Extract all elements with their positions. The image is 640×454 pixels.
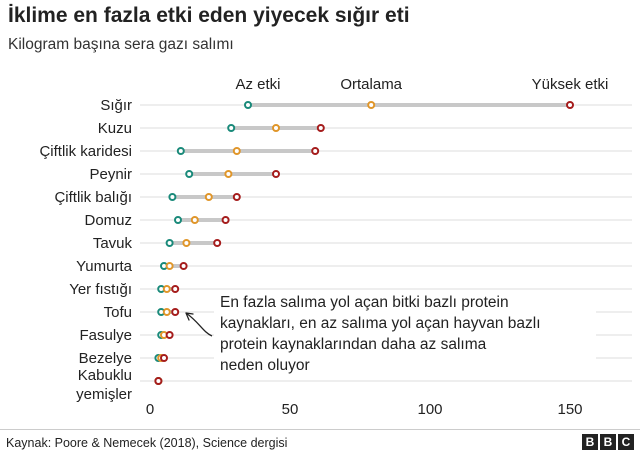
annotation-text: kaynakları, en az salıma yol açan hayvan… <box>220 315 541 332</box>
category-label-line: Kabuklu <box>78 367 132 384</box>
bbc-logo: B B C <box>582 434 634 450</box>
high-dot <box>311 147 320 155</box>
high-dot <box>154 377 163 385</box>
category-label-line: yemişler <box>76 386 132 403</box>
high-dot <box>171 308 180 316</box>
category-label: Yer fıstığı <box>69 281 132 298</box>
category-label-line: Yer fıstığı <box>69 281 132 298</box>
low-dot <box>227 124 236 132</box>
category-label: Çiftlik karidesi <box>39 143 132 160</box>
high-dot <box>272 170 280 178</box>
high-dot <box>160 354 168 362</box>
low-dot <box>165 239 174 247</box>
category-label: Tavuk <box>93 235 133 252</box>
category-label: Kuzu <box>98 120 132 137</box>
legend-avg-label: Ortalama <box>340 76 402 93</box>
annotation-text: neden oluyor <box>220 357 310 374</box>
low-dot <box>174 216 182 224</box>
x-tick-label: 100 <box>417 401 442 418</box>
annotation-text: En fazla salıma yol açan bitki bazlı pro… <box>220 294 509 311</box>
x-tick-label: 0 <box>146 401 154 418</box>
high-dot <box>165 331 174 339</box>
legend-high-label: Yüksek etki <box>532 76 609 93</box>
avg-dot <box>232 147 241 155</box>
low-dot <box>168 193 177 201</box>
category-label: Bezelye <box>79 350 132 367</box>
high-dot <box>566 101 574 109</box>
low-dot <box>244 101 252 109</box>
category-label: Yumurta <box>76 258 133 275</box>
avg-dot <box>162 308 171 316</box>
high-dot <box>221 216 230 224</box>
high-dot <box>179 262 188 270</box>
category-label: Çiftlik balığı <box>54 189 132 206</box>
x-tick-label: 50 <box>282 401 299 418</box>
category-label-line: Bezelye <box>79 350 132 367</box>
high-dot <box>171 285 180 293</box>
source-note: Kaynak: Poore & Nemecek (2018), Science … <box>6 436 288 450</box>
bbc-logo-letter: C <box>618 434 634 450</box>
category-label: Fasulye <box>79 327 132 344</box>
bbc-logo-letter: B <box>582 434 598 450</box>
category-label-line: Tofu <box>104 304 132 321</box>
avg-dot <box>182 239 191 247</box>
category-label: Kabuklu yemişler <box>76 367 132 403</box>
high-dot <box>316 124 325 132</box>
high-dot <box>232 193 241 201</box>
annotation-box <box>214 290 596 378</box>
category-label-line: Domuz <box>84 212 132 229</box>
x-tick-label: 150 <box>557 401 582 418</box>
low-dot <box>176 147 185 155</box>
category-label-line: Peynir <box>89 166 132 183</box>
chart-title: İklime en fazla etki eden yiyecek sığır … <box>8 4 410 27</box>
category-label: Domuz <box>84 212 132 229</box>
category-label: Peynir <box>89 166 132 183</box>
category-label: Sığır <box>100 97 132 114</box>
category-label-line: Çiftlik balığı <box>54 189 132 206</box>
bbc-logo-letter: B <box>600 434 616 450</box>
footer-divider <box>0 429 640 430</box>
avg-dot <box>204 193 213 201</box>
high-dot <box>213 239 222 247</box>
annotation-arrow <box>185 312 213 337</box>
category-label-line: Sığır <box>100 97 132 114</box>
avg-dot <box>190 216 199 224</box>
avg-dot <box>162 285 171 293</box>
category-label-line: Çiftlik karidesi <box>39 143 132 160</box>
avg-dot <box>367 101 376 109</box>
legend-low-label: Az etki <box>235 76 280 93</box>
category-label-line: Yumurta <box>76 258 133 275</box>
category-label-line: Fasulye <box>79 327 132 344</box>
category-label-line: Kuzu <box>98 120 132 137</box>
chart-subtitle: Kilogram başına sera gazı salımı <box>8 36 234 53</box>
annotation-arrowhead <box>185 312 194 321</box>
avg-dot <box>272 124 280 132</box>
low-dot <box>185 170 194 178</box>
annotation-text: protein kaynaklarından daha az salıma <box>220 336 487 353</box>
category-label-line: Tavuk <box>93 235 133 252</box>
avg-dot <box>224 170 233 178</box>
avg-dot <box>165 262 174 270</box>
category-label: Tofu <box>104 304 132 321</box>
